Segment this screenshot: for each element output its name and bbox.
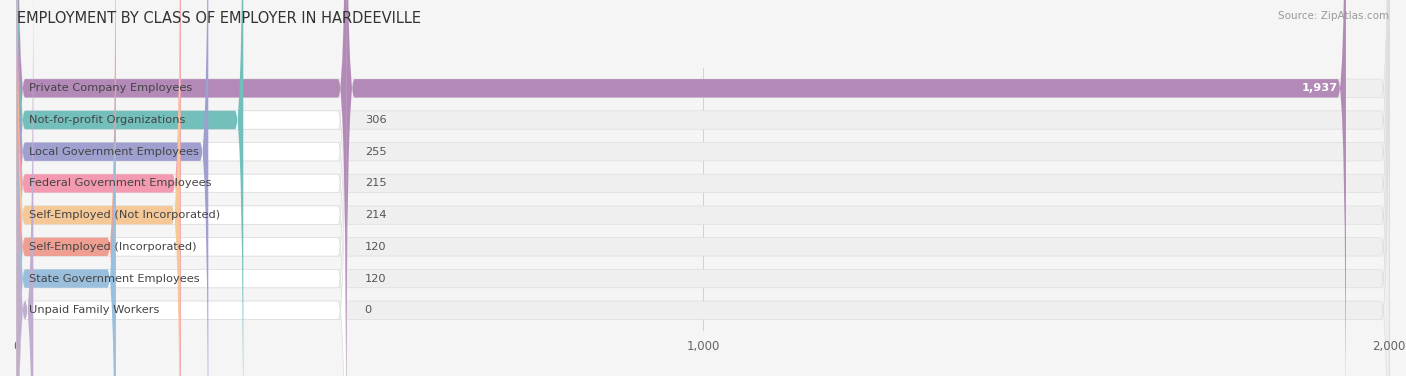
FancyBboxPatch shape <box>17 0 346 376</box>
FancyBboxPatch shape <box>17 0 1389 376</box>
FancyBboxPatch shape <box>17 0 1389 376</box>
Text: EMPLOYMENT BY CLASS OF EMPLOYER IN HARDEEVILLE: EMPLOYMENT BY CLASS OF EMPLOYER IN HARDE… <box>17 11 420 26</box>
FancyBboxPatch shape <box>17 0 1389 376</box>
Text: Federal Government Employees: Federal Government Employees <box>30 179 212 188</box>
FancyBboxPatch shape <box>17 0 1389 376</box>
FancyBboxPatch shape <box>17 0 1389 376</box>
Text: Source: ZipAtlas.com: Source: ZipAtlas.com <box>1278 11 1389 21</box>
FancyBboxPatch shape <box>17 0 115 376</box>
Text: Self-Employed (Not Incorporated): Self-Employed (Not Incorporated) <box>30 210 221 220</box>
FancyBboxPatch shape <box>17 0 346 376</box>
FancyBboxPatch shape <box>17 0 346 376</box>
FancyBboxPatch shape <box>17 0 346 376</box>
FancyBboxPatch shape <box>17 0 181 376</box>
Text: 120: 120 <box>364 274 387 284</box>
FancyBboxPatch shape <box>17 0 115 376</box>
FancyBboxPatch shape <box>17 0 1389 376</box>
Text: Self-Employed (Incorporated): Self-Employed (Incorporated) <box>30 242 197 252</box>
FancyBboxPatch shape <box>17 0 346 376</box>
Text: 214: 214 <box>364 210 387 220</box>
Text: 215: 215 <box>364 179 387 188</box>
FancyBboxPatch shape <box>17 0 346 376</box>
FancyBboxPatch shape <box>17 0 34 376</box>
Text: Unpaid Family Workers: Unpaid Family Workers <box>30 305 160 315</box>
FancyBboxPatch shape <box>17 0 346 376</box>
FancyBboxPatch shape <box>17 0 208 376</box>
Text: 0: 0 <box>364 305 373 315</box>
Text: Not-for-profit Organizations: Not-for-profit Organizations <box>30 115 186 125</box>
Text: 306: 306 <box>364 115 387 125</box>
Text: 255: 255 <box>364 147 387 157</box>
Text: State Government Employees: State Government Employees <box>30 274 200 284</box>
FancyBboxPatch shape <box>17 0 180 376</box>
Text: Local Government Employees: Local Government Employees <box>30 147 200 157</box>
FancyBboxPatch shape <box>17 0 1389 376</box>
FancyBboxPatch shape <box>346 0 1346 376</box>
FancyBboxPatch shape <box>17 0 1389 376</box>
FancyBboxPatch shape <box>17 0 243 376</box>
Text: 1,937: 1,937 <box>1302 83 1337 93</box>
FancyBboxPatch shape <box>17 0 346 376</box>
Text: Private Company Employees: Private Company Employees <box>30 83 193 93</box>
Text: 120: 120 <box>364 242 387 252</box>
FancyBboxPatch shape <box>17 0 346 376</box>
